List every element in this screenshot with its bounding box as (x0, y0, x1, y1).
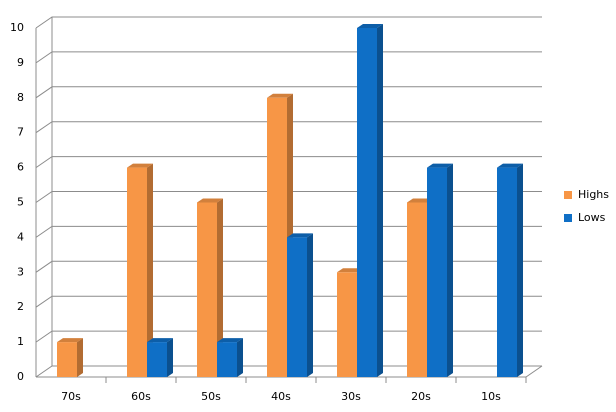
bar-top (357, 24, 383, 28)
y-tick-label: 4 (17, 230, 24, 243)
bar (147, 338, 173, 377)
bar-top (337, 268, 363, 273)
bar-top (127, 163, 153, 168)
y-tick-label: 3 (17, 265, 24, 278)
bar-front (147, 342, 167, 377)
bar-front (407, 202, 427, 377)
bar-top (497, 163, 523, 168)
legend-swatch (564, 214, 572, 222)
x-tick-label: 20s (411, 390, 431, 403)
grid-line (35, 51, 542, 64)
legend-label: Highs (578, 188, 609, 201)
bar-top (197, 198, 223, 203)
bar-side (447, 163, 453, 377)
y-tick-label: 6 (17, 161, 24, 174)
bar-side (77, 338, 83, 377)
bar-front (267, 97, 287, 378)
y-tick-label: 0 (17, 370, 24, 383)
x-tick-label: 10s (481, 390, 501, 403)
x-tick-label: 50s (201, 390, 221, 403)
bar-top (147, 338, 173, 343)
bar (197, 198, 223, 377)
bar (287, 233, 313, 377)
x-tick-label: 30s (341, 390, 361, 403)
bar-front (127, 167, 147, 377)
bar-front (57, 342, 77, 377)
bar-top (427, 163, 453, 168)
bar-side (217, 198, 223, 377)
y-tick-label: 2 (17, 300, 24, 313)
y-tick-label: 7 (17, 126, 24, 139)
bar (217, 338, 243, 377)
bar-top (287, 233, 313, 238)
bar (57, 338, 83, 377)
bar-side (147, 163, 153, 377)
bar-front (287, 237, 307, 377)
y-tick-label: 5 (17, 196, 24, 209)
bar-top (217, 338, 243, 343)
x-tick-label: 70s (61, 390, 81, 403)
y-tick-label: 1 (17, 335, 24, 348)
bar-front (337, 272, 357, 377)
bar (357, 24, 383, 377)
grid-line (35, 16, 542, 29)
bar (427, 163, 453, 377)
bar (127, 163, 153, 377)
bar-front (217, 342, 237, 377)
bar-top (267, 93, 293, 98)
y-tick-label: 9 (17, 56, 24, 69)
bar-front (357, 28, 377, 377)
bar-front (427, 167, 447, 377)
bar-side (237, 338, 243, 377)
bar-side (517, 163, 523, 377)
y-tick-label: 10 (10, 21, 24, 34)
bar-side (167, 338, 173, 377)
legend-swatch (564, 191, 572, 199)
legend-label: Lows (578, 211, 606, 224)
bar-front (197, 202, 217, 377)
bar-front (497, 167, 517, 377)
bar-side (377, 24, 383, 377)
y-tick-label: 8 (17, 91, 24, 104)
x-tick-label: 40s (271, 390, 291, 403)
bar-top (407, 198, 433, 203)
bar-top (57, 338, 83, 343)
bar-side (307, 233, 313, 377)
x-tick-label: 60s (131, 390, 151, 403)
bar (497, 163, 523, 377)
